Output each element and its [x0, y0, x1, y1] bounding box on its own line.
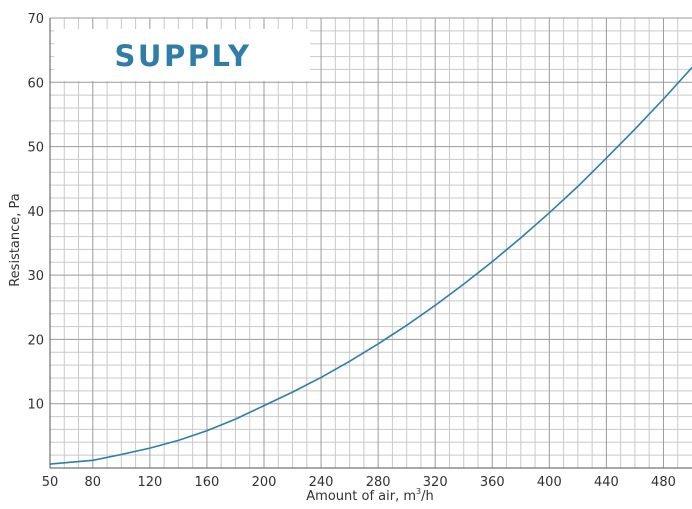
- y-tick-labels: 10 20 30 40 50 60 70: [27, 12, 44, 413]
- x-tick-label: 440: [594, 475, 619, 490]
- x-tick-label: 320: [423, 475, 448, 490]
- y-tick-label: 20: [27, 333, 44, 348]
- y-tick-label: 10: [27, 398, 44, 413]
- x-axis-label-suffix: /h: [421, 489, 434, 504]
- x-tick-label: 360: [480, 475, 505, 490]
- major-grid: [50, 17, 692, 468]
- y-tick-label: 50: [27, 141, 44, 156]
- x-tick-labels: 50 80 120 160 200 240 280 320 360 400 440 480: [42, 475, 676, 490]
- x-tick-label: 160: [195, 475, 220, 490]
- x-tick-label: 50: [42, 475, 59, 490]
- series-group: [49, 66, 692, 465]
- x-axis-label-main: Amount of air, m: [306, 489, 416, 504]
- x-tick-label: 480: [651, 475, 676, 490]
- y-tick-label: 70: [27, 12, 44, 27]
- x-axis-label: Amount of air, m3/h: [306, 487, 433, 504]
- axes: [49, 18, 692, 469]
- x-tick-label: 120: [137, 475, 162, 490]
- x-tick-label: 80: [85, 475, 102, 490]
- y-axis-label: Resistance, Pa: [8, 193, 23, 287]
- x-tick-label: 240: [309, 475, 334, 490]
- x-tick-label: 400: [537, 475, 562, 490]
- series-line: [49, 66, 692, 465]
- y-tick-label: 30: [27, 269, 44, 284]
- y-tick-label: 60: [27, 76, 44, 91]
- x-tick-label: 200: [252, 475, 277, 490]
- title-box: [54, 29, 310, 81]
- x-tick-label: 280: [366, 475, 391, 490]
- minor-grid: [50, 18, 692, 468]
- chart-title: SUPPLY: [115, 39, 252, 73]
- x-axis-label-superscript: 3: [416, 487, 421, 496]
- y-tick-label: 40: [27, 205, 44, 220]
